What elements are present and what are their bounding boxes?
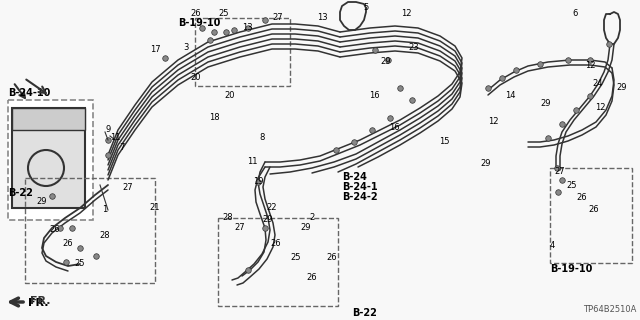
- Bar: [195, 18, 290, 86]
- Text: B-19-10: B-19-10: [178, 18, 220, 28]
- Text: 16: 16: [388, 124, 399, 132]
- Bar: [550, 168, 632, 263]
- Text: 1: 1: [102, 205, 108, 214]
- Text: 11: 11: [247, 157, 257, 166]
- Text: 17: 17: [150, 45, 160, 54]
- Text: 21: 21: [150, 204, 160, 212]
- Text: 22: 22: [267, 204, 277, 212]
- Text: 12: 12: [488, 117, 499, 126]
- Text: 29: 29: [381, 58, 391, 67]
- Text: 12: 12: [595, 103, 605, 113]
- Text: 26: 26: [589, 205, 599, 214]
- Text: 29: 29: [301, 223, 311, 233]
- Text: B-24: B-24: [342, 172, 367, 182]
- Text: 19: 19: [253, 178, 263, 187]
- Text: B-19-10: B-19-10: [550, 264, 593, 274]
- Text: 7: 7: [119, 143, 125, 153]
- Bar: [12, 108, 85, 208]
- Text: 29: 29: [481, 159, 492, 169]
- Bar: [12, 108, 85, 130]
- Text: 27: 27: [555, 167, 565, 177]
- Bar: [8, 100, 93, 220]
- Text: 29: 29: [36, 197, 47, 206]
- Text: 25: 25: [291, 253, 301, 262]
- Text: B-24-2: B-24-2: [342, 192, 378, 202]
- Text: FR.: FR.: [28, 298, 49, 308]
- Text: 9: 9: [106, 125, 111, 134]
- Text: 5: 5: [364, 4, 369, 12]
- Text: TP64B2510A: TP64B2510A: [582, 305, 636, 314]
- Bar: [218, 218, 338, 306]
- Text: 20: 20: [225, 92, 236, 100]
- Bar: [25, 178, 155, 283]
- Text: 26: 26: [63, 239, 74, 249]
- Text: 25: 25: [75, 260, 85, 268]
- Text: 26: 26: [50, 226, 60, 235]
- Text: 26: 26: [271, 239, 282, 249]
- Text: 14: 14: [505, 92, 515, 100]
- Text: B-24-1: B-24-1: [342, 182, 378, 192]
- Text: 3: 3: [183, 44, 189, 52]
- Text: 13: 13: [242, 23, 252, 33]
- Text: 25: 25: [219, 10, 229, 19]
- Text: 2: 2: [309, 213, 315, 222]
- Text: 29: 29: [263, 215, 273, 225]
- Text: 26: 26: [326, 253, 337, 262]
- Text: 8: 8: [259, 133, 265, 142]
- Text: 12: 12: [585, 61, 595, 70]
- Text: 6: 6: [572, 10, 578, 19]
- Text: FR.: FR.: [30, 296, 51, 306]
- Text: 27: 27: [235, 223, 245, 233]
- Text: 20: 20: [191, 74, 201, 83]
- Text: 24: 24: [593, 79, 604, 89]
- Text: 15: 15: [439, 138, 449, 147]
- Text: B-22: B-22: [352, 308, 377, 318]
- Text: 25: 25: [567, 181, 577, 190]
- Text: 27: 27: [123, 183, 133, 193]
- Text: 26: 26: [577, 194, 588, 203]
- Text: 27: 27: [273, 13, 284, 22]
- Text: 23: 23: [409, 44, 419, 52]
- Text: 16: 16: [369, 92, 380, 100]
- Text: 28: 28: [100, 231, 110, 241]
- Text: 18: 18: [209, 114, 220, 123]
- Text: 4: 4: [549, 242, 555, 251]
- Text: B-24-10: B-24-10: [8, 88, 51, 98]
- Text: 26: 26: [191, 10, 202, 19]
- Text: 11: 11: [109, 133, 120, 142]
- Text: 29: 29: [541, 100, 551, 108]
- Text: 29: 29: [617, 84, 627, 92]
- Text: 12: 12: [401, 10, 412, 19]
- Text: 26: 26: [307, 274, 317, 283]
- Text: 13: 13: [317, 13, 327, 22]
- Text: 28: 28: [223, 213, 234, 222]
- Text: B-22: B-22: [8, 188, 33, 198]
